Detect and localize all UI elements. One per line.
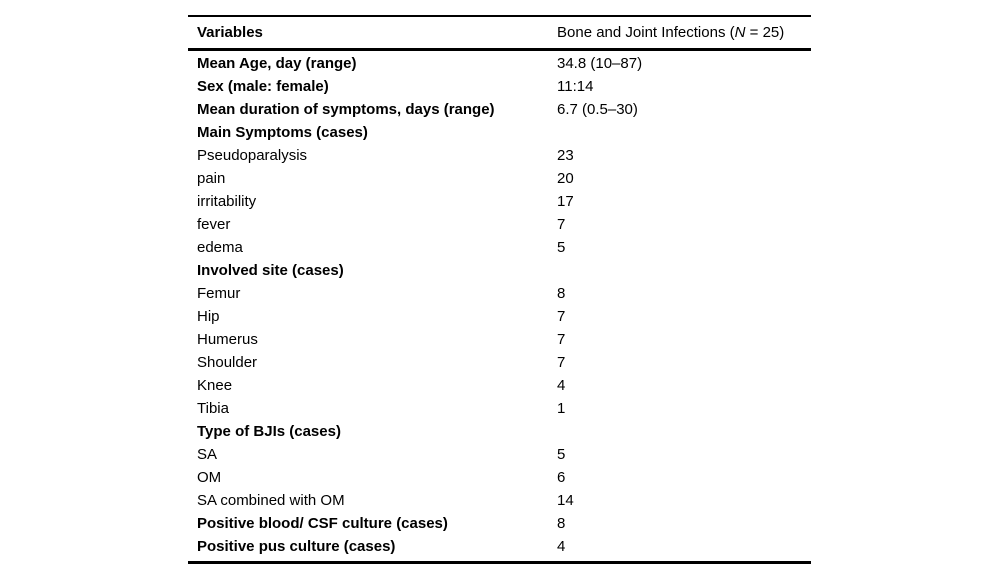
variable-cell: pain — [197, 170, 226, 187]
table-row: Humerus 7 — [188, 328, 811, 351]
table-row: edema 5 — [188, 236, 811, 259]
variable-cell: Tibia — [197, 400, 229, 417]
header-group: Bone and Joint Infections (N = 25) — [557, 24, 811, 41]
value-cell: 34.8 (10–87) — [557, 55, 643, 72]
variable-cell: Pseudoparalysis — [197, 147, 308, 164]
table-row: Pseudoparalysis 23 — [188, 144, 811, 167]
variable-cell: irritability — [197, 193, 257, 210]
header-group-prefix: Bone and Joint Infections ( — [557, 24, 735, 41]
value-cell: 7 — [557, 308, 566, 325]
table-row: pain 20 — [188, 167, 811, 190]
variable-cell: Positive blood/ CSF culture (cases) — [197, 515, 448, 532]
variable-cell: OM — [197, 469, 222, 486]
table-row: Knee 4 — [188, 374, 811, 397]
table-row: SA combined with OM 14 — [188, 489, 811, 512]
table-row: fever 7 — [188, 213, 811, 236]
table-header-row: Variables Bone and Joint Infections (N =… — [188, 17, 811, 51]
value-cell: 7 — [557, 331, 566, 348]
value-cell: 4 — [557, 538, 566, 555]
clinical-characteristics-table: Variables Bone and Joint Infections (N =… — [188, 15, 811, 564]
variable-cell: Mean duration of symptoms, days (range) — [197, 101, 495, 118]
value-cell: 23 — [557, 147, 574, 164]
table-row: Mean duration of symptoms, days (range) 6… — [188, 98, 811, 121]
table-row: Type of BJIs (cases) — [188, 420, 811, 443]
value-cell: 5 — [557, 239, 566, 256]
variable-cell: SA — [197, 446, 218, 463]
variable-cell: Humerus — [197, 331, 258, 348]
value-cell: 1 — [557, 400, 566, 417]
table-row: Positive pus culture (cases) 4 — [188, 535, 811, 558]
value-cell: 6 — [557, 469, 566, 486]
header-group-n: N — [734, 24, 746, 41]
value-cell: 7 — [557, 216, 566, 233]
variable-cell: Mean Age, day (range) — [197, 55, 357, 72]
table-row: Shoulder 7 — [188, 351, 811, 374]
value-cell: 5 — [557, 446, 566, 463]
table-row: Main Symptoms (cases) — [188, 121, 811, 144]
variable-cell: Type of BJIs (cases) — [197, 423, 341, 440]
value-cell: 8 — [557, 515, 566, 532]
table-row: irritability 17 — [188, 190, 811, 213]
header-variables: Variables — [197, 24, 263, 41]
variable-cell: Shoulder — [197, 354, 258, 371]
table-row: Mean Age, day (range) 34.8 (10–87) — [188, 52, 811, 75]
table-row: Hip 7 — [188, 305, 811, 328]
table-row: Involved site (cases) — [188, 259, 811, 282]
variable-cell: fever — [197, 216, 231, 233]
table-row: Positive blood/ CSF culture (cases) 8 — [188, 512, 811, 535]
value-cell: 8 — [557, 285, 566, 302]
variable-cell: Knee — [197, 377, 233, 394]
variable-cell: SA combined with OM — [197, 492, 345, 509]
table-row: OM 6 — [188, 466, 811, 489]
value-cell: 11:14 — [557, 78, 594, 95]
value-cell: 7 — [557, 354, 566, 371]
variable-cell: Hip — [197, 308, 220, 325]
variable-cell: Involved site (cases) — [197, 262, 344, 279]
table-body: Mean Age, day (range) 34.8 (10–87) Sex (ma… — [188, 51, 811, 561]
header-group-suffix: = 25) — [745, 24, 785, 41]
table-row: Tibia 1 — [188, 397, 811, 420]
value-cell: 20 — [557, 170, 574, 187]
table-row: Sex (male: female) 11:14 — [188, 75, 811, 98]
value-cell: 4 — [557, 377, 566, 394]
variable-cell: Sex (male: female) — [197, 78, 329, 95]
value-cell: 14 — [557, 492, 574, 509]
variable-cell: Positive pus culture (cases) — [197, 538, 396, 555]
variable-cell: edema — [197, 239, 243, 256]
variable-cell: Femur — [197, 285, 241, 302]
value-cell: 17 — [557, 193, 574, 210]
table-row: Femur 8 — [188, 282, 811, 305]
variable-cell: Main Symptoms (cases) — [197, 124, 368, 141]
table-row: SA 5 — [188, 443, 811, 466]
value-cell: 6.7 (0.5–30) — [557, 101, 638, 118]
